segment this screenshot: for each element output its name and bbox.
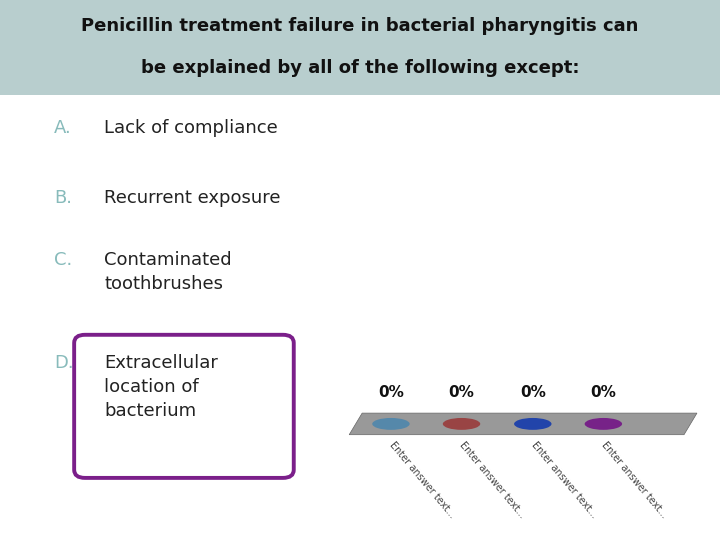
Text: Contaminated
toothbrushes: Contaminated toothbrushes bbox=[104, 251, 232, 293]
Text: Extracellular
location of
bacterium: Extracellular location of bacterium bbox=[104, 354, 218, 420]
Text: Lack of compliance: Lack of compliance bbox=[104, 119, 278, 137]
Ellipse shape bbox=[514, 418, 552, 430]
Text: 0%: 0% bbox=[378, 384, 404, 400]
Text: Penicillin treatment failure in bacterial pharyngitis can: Penicillin treatment failure in bacteria… bbox=[81, 17, 639, 36]
Text: C.: C. bbox=[54, 251, 72, 269]
Text: D.: D. bbox=[54, 354, 73, 372]
Text: Enter answer text...: Enter answer text... bbox=[529, 440, 599, 520]
Ellipse shape bbox=[443, 418, 480, 430]
Polygon shape bbox=[349, 413, 697, 435]
Ellipse shape bbox=[372, 418, 410, 430]
Text: Enter answer text...: Enter answer text... bbox=[600, 440, 670, 520]
Text: be explained by all of the following except:: be explained by all of the following exc… bbox=[140, 59, 580, 77]
Text: Enter answer text...: Enter answer text... bbox=[458, 440, 528, 520]
Bar bbox=[0, 0, 720, 94]
Text: 0%: 0% bbox=[590, 384, 616, 400]
Ellipse shape bbox=[585, 418, 622, 430]
Text: B.: B. bbox=[54, 189, 72, 207]
Text: Enter answer text...: Enter answer text... bbox=[387, 440, 457, 520]
Text: A.: A. bbox=[54, 119, 72, 137]
Text: 0%: 0% bbox=[449, 384, 474, 400]
Text: Recurrent exposure: Recurrent exposure bbox=[104, 189, 281, 207]
Text: 0%: 0% bbox=[520, 384, 546, 400]
